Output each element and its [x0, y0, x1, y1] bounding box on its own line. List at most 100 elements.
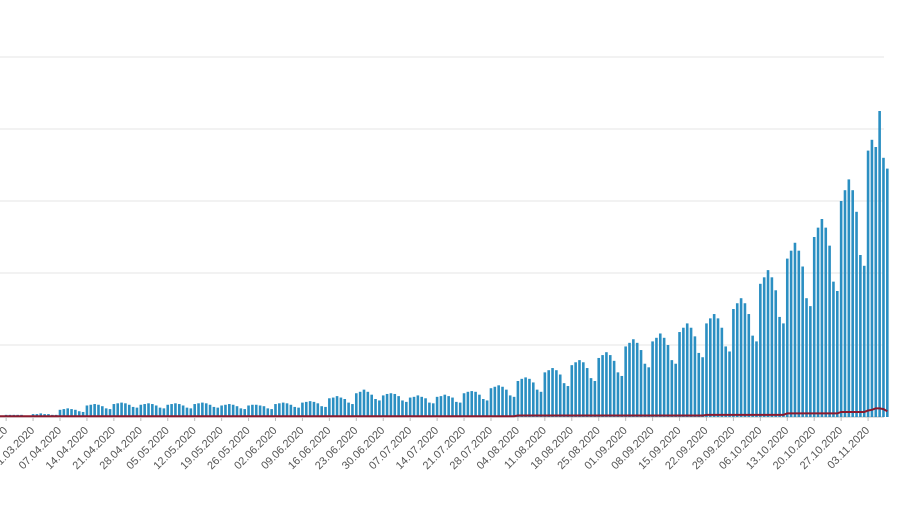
bar [886, 168, 889, 417]
bar [832, 281, 835, 417]
bar [624, 346, 627, 417]
bar [535, 389, 539, 417]
bar [532, 382, 535, 417]
bar [709, 318, 712, 417]
bar [782, 323, 785, 417]
bar [316, 403, 320, 417]
bar [589, 378, 593, 417]
bar [177, 404, 181, 417]
bar [635, 342, 639, 417]
bar [682, 327, 685, 417]
bar [381, 395, 385, 417]
bar [131, 406, 135, 417]
bar [297, 407, 300, 417]
bar [562, 383, 566, 417]
bar [335, 396, 339, 417]
bar [212, 406, 216, 417]
bar [658, 333, 662, 417]
bar [301, 402, 304, 417]
bar [605, 352, 608, 417]
bar [843, 190, 847, 417]
bar [258, 405, 262, 417]
bar [809, 306, 812, 417]
bar [293, 406, 297, 417]
bar [328, 398, 331, 417]
bar [493, 386, 497, 417]
bar [120, 402, 123, 417]
bar [805, 298, 808, 417]
bar [308, 401, 312, 417]
bar [108, 409, 112, 417]
bar [412, 396, 416, 417]
bar [678, 332, 681, 417]
bar [505, 389, 508, 417]
bar [343, 399, 347, 417]
bar [724, 346, 728, 417]
bar [728, 351, 731, 417]
bar [143, 404, 146, 417]
bar [693, 336, 697, 417]
bar [705, 323, 708, 417]
bar [851, 190, 854, 417]
bar [447, 396, 450, 417]
bar [139, 404, 143, 417]
bar [89, 404, 93, 417]
bar [828, 245, 831, 417]
bar [647, 367, 651, 417]
bar [331, 397, 335, 417]
bar [520, 378, 524, 417]
bar [735, 303, 739, 417]
bar [651, 341, 654, 417]
bar [127, 404, 131, 417]
bar [243, 409, 247, 417]
bar [639, 350, 643, 417]
bar [124, 403, 127, 417]
bar [797, 250, 801, 417]
bar [66, 408, 69, 417]
bar [755, 341, 758, 417]
bar [378, 400, 381, 417]
bar [420, 396, 424, 417]
bar [289, 404, 293, 417]
bar [697, 352, 701, 417]
bar [405, 401, 408, 417]
bar [135, 407, 139, 417]
bar [274, 404, 277, 417]
bar [620, 375, 624, 417]
bar [370, 394, 373, 417]
bar [558, 374, 562, 417]
bar [397, 396, 400, 417]
bar [97, 404, 100, 417]
bar [855, 211, 858, 417]
bar [251, 404, 254, 417]
bar [485, 400, 489, 417]
bar [74, 409, 77, 417]
bar [512, 396, 516, 417]
bar [489, 388, 493, 417]
line [0, 407, 888, 418]
bar [701, 357, 704, 417]
bar [785, 258, 789, 417]
bar [324, 406, 327, 417]
bar [566, 386, 570, 417]
bar [181, 405, 185, 417]
bar [285, 403, 289, 417]
bar [601, 355, 604, 417]
bar [93, 404, 96, 417]
bar [193, 404, 196, 417]
bar [281, 402, 285, 417]
bar [862, 265, 866, 417]
bar [77, 411, 81, 417]
bar [101, 406, 104, 417]
bar [85, 405, 89, 417]
bar [555, 370, 558, 417]
bar [81, 411, 85, 417]
bar [455, 401, 458, 417]
bar [508, 395, 512, 417]
bar [189, 408, 193, 417]
bar [570, 365, 574, 417]
bar [878, 111, 881, 417]
bar [439, 396, 443, 417]
bar [62, 409, 66, 417]
